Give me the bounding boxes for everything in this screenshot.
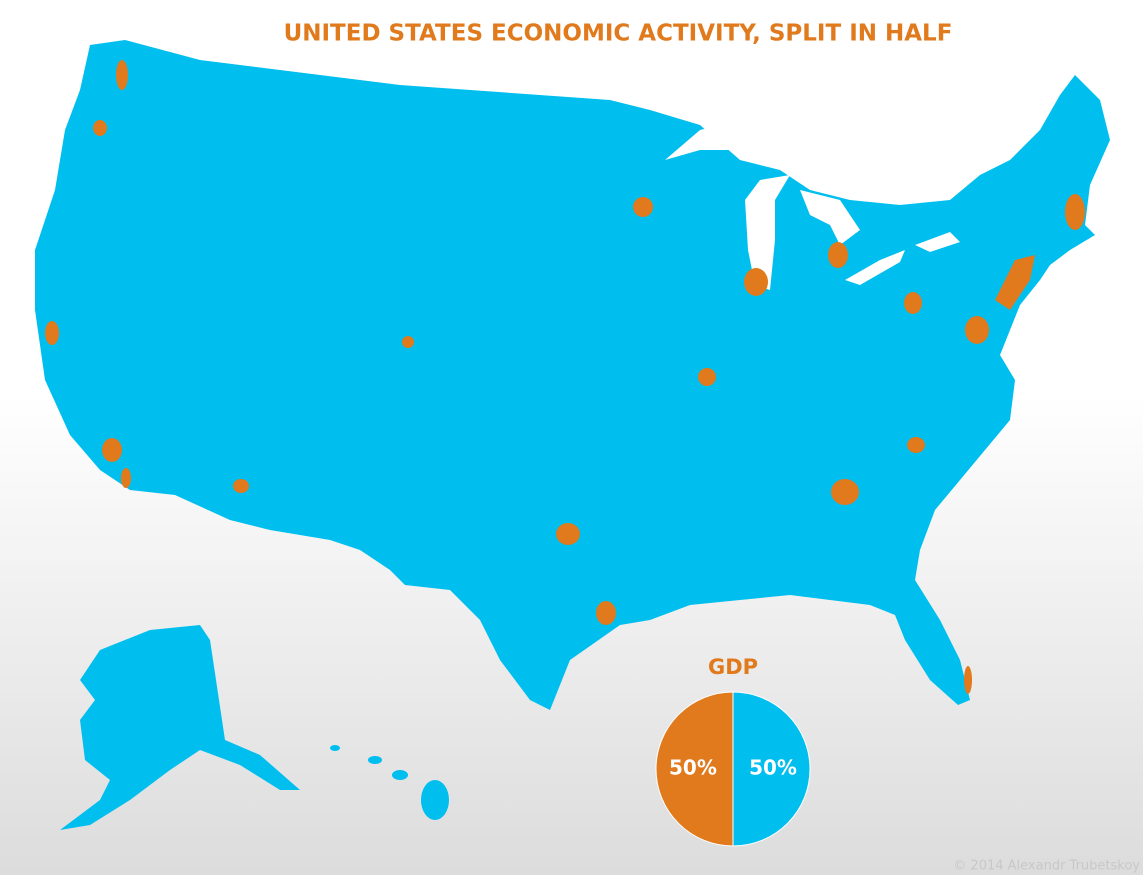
metro-area	[828, 242, 848, 268]
metro-area	[744, 268, 768, 296]
metro-area	[596, 601, 616, 625]
metro-area	[904, 292, 922, 314]
metro-area	[402, 336, 414, 348]
metro-area	[1065, 194, 1085, 230]
lake-ontario	[915, 232, 960, 252]
pie-title: GDP	[708, 655, 758, 679]
hawaii-island	[330, 745, 340, 751]
pie-value-label: 50%	[669, 756, 717, 780]
pie-slice	[732, 691, 811, 847]
metro-area	[556, 523, 580, 545]
credit: © 2014 Alexandr Trubetskoy	[953, 859, 1140, 874]
pie-slice	[655, 691, 734, 847]
map-title: UNITED STATES ECONOMIC ACTIVITY, SPLIT I…	[284, 21, 953, 47]
hawaii-island	[392, 770, 408, 780]
metro-area	[116, 60, 128, 90]
metro-area	[93, 120, 107, 136]
metro-area	[995, 255, 1035, 310]
lake-superior	[665, 120, 760, 160]
metro-area	[45, 321, 59, 345]
metro-area	[102, 438, 122, 462]
great-lakes	[665, 120, 960, 290]
hawaii-island	[368, 756, 382, 764]
metro-areas	[45, 60, 1085, 694]
pie-chart: 50% 50%	[655, 691, 811, 847]
lake-huron	[800, 190, 860, 245]
metro-area	[965, 316, 989, 344]
lake-michigan	[745, 175, 790, 290]
metro-area	[233, 479, 249, 493]
metro-area	[698, 368, 716, 386]
metro-area	[964, 666, 972, 694]
hawaii-island	[421, 780, 449, 820]
lake-erie	[845, 250, 905, 285]
alaska	[60, 625, 300, 830]
metro-area	[633, 197, 653, 217]
metro-area	[831, 479, 859, 505]
pie-value-label: 50%	[749, 756, 797, 780]
metro-area	[121, 468, 131, 488]
metro-area	[907, 437, 925, 453]
